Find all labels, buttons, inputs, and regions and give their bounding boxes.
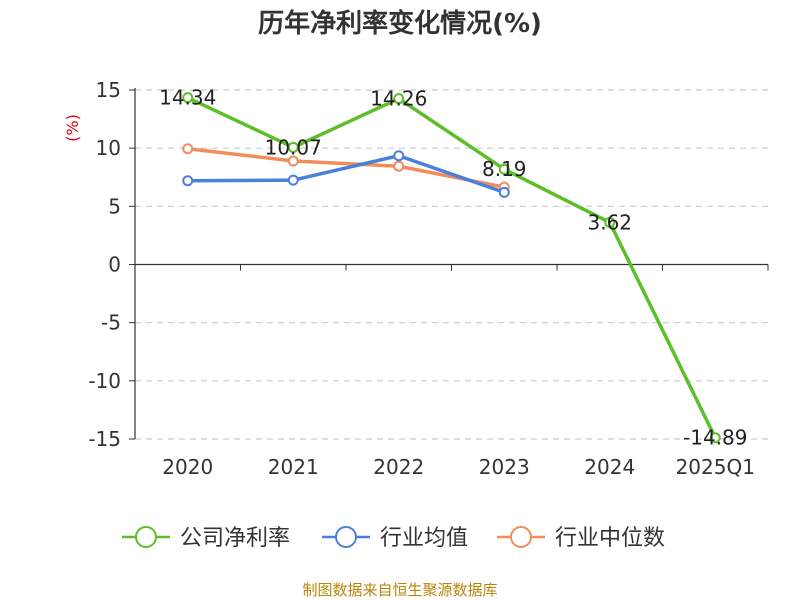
legend-label: 行业均值	[380, 526, 468, 551]
y-tick-label: 0	[108, 253, 121, 277]
y-tick-label: 15	[96, 78, 121, 102]
y-tick-label: 5	[108, 194, 121, 218]
data-point	[182, 143, 194, 155]
data-point	[393, 150, 405, 162]
data-point	[182, 92, 194, 104]
chart-title: 历年净利率变化情况(%)	[258, 8, 542, 39]
data-label: 10.07	[265, 135, 322, 159]
series-0	[182, 92, 721, 444]
data-label: 14.26	[370, 87, 427, 111]
y-tick-label: -5	[101, 311, 121, 335]
series-1	[182, 150, 510, 198]
y-axis-unit-label: (%)	[63, 114, 82, 142]
x-tick-label: 2024	[584, 455, 635, 479]
x-tick-label: 2023	[479, 455, 530, 479]
x-tick-label: 2025Q1	[676, 455, 755, 479]
source-note: 制图数据来自恒生聚源数据库	[302, 581, 497, 599]
y-tick-label: 10	[96, 136, 121, 160]
legend-item-0[interactable]: 公司净利率	[122, 526, 290, 551]
data-point	[393, 160, 405, 172]
series-lines	[182, 92, 721, 444]
series-line	[187, 147, 505, 189]
legend[interactable]: 公司净利率 行业均值 行业中位数	[122, 526, 665, 551]
legend-marker-icon	[135, 526, 157, 548]
data-point	[709, 432, 721, 444]
data-point	[498, 186, 510, 198]
x-tick-label: 2022	[373, 455, 424, 479]
legend-item-2[interactable]: 行业中位数	[497, 526, 665, 551]
legend-label: 行业中位数	[555, 526, 665, 551]
y-tick-label: -15	[88, 427, 121, 451]
legend-marker-icon	[510, 526, 532, 548]
data-point	[287, 141, 299, 153]
series-line	[187, 96, 717, 439]
y-tick-label: -10	[88, 369, 121, 393]
data-label: 3.62	[587, 210, 632, 234]
legend-label: 公司净利率	[180, 526, 290, 551]
axes: 15 10 5 0 -5 -10 -15 2020 2021 2022 2023 2024 2025Q1	[88, 78, 769, 479]
data-point	[287, 174, 299, 186]
data-label: 14.34	[159, 86, 216, 110]
x-tick-label: 2021	[268, 455, 319, 479]
series-line	[187, 153, 505, 195]
data-point	[287, 155, 299, 167]
x-tick-label: 2020	[162, 455, 213, 479]
data-point	[393, 93, 405, 105]
legend-marker-icon	[335, 526, 357, 548]
data-point	[498, 163, 510, 175]
data-label: -14.89	[683, 426, 747, 450]
data-point	[182, 175, 194, 187]
data-label: 8.19	[482, 157, 527, 181]
data-labels: 14.34 10.07 14.26 8.19 3.62 -14.89	[159, 86, 747, 450]
data-point	[604, 216, 616, 228]
legend-item-1[interactable]: 行业均值	[322, 526, 468, 551]
